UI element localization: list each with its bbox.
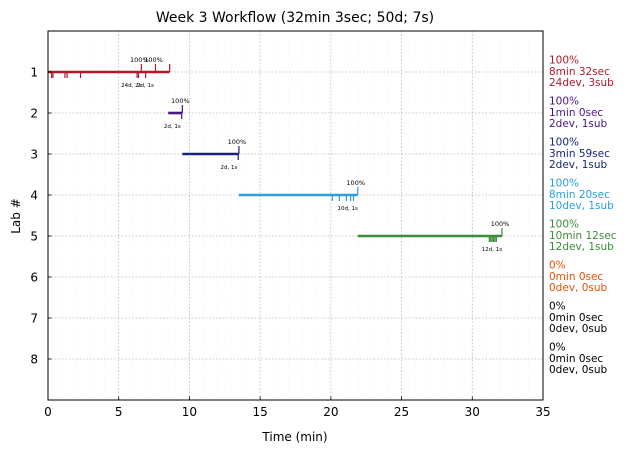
x-tick-label: 0 xyxy=(44,405,52,419)
lab-6-summary-line: 0dev, 0sub xyxy=(549,282,608,294)
lab-2-summary-line: 2dev, 1sub xyxy=(549,118,608,130)
lab-5-marker-percent-label: 100% xyxy=(491,220,510,228)
lab-4-marker-detail-label: 10d, 1s xyxy=(338,206,358,212)
lab-5-summary-line: 100% xyxy=(549,219,579,231)
y-tick-label: 7 xyxy=(30,312,38,326)
lab-2-marker-percent-label: 100% xyxy=(171,97,190,105)
lab-1-marker-detail-label: 2d, 1s xyxy=(137,83,154,89)
x-tick-label: 10 xyxy=(182,405,197,419)
lab-8-summary-line: 0% xyxy=(549,342,566,354)
lab-2-marker-detail-label: 2d, 1s xyxy=(164,124,181,130)
y-tick-label: 5 xyxy=(30,230,38,244)
lab-5-summary-line: 12dev, 1sub xyxy=(549,241,614,253)
y-tick-label: 3 xyxy=(30,148,38,162)
plot-frame xyxy=(47,30,544,401)
y-axis-label: Lab # xyxy=(9,198,23,234)
x-tick-label: 5 xyxy=(115,405,123,419)
lab-6-summary-line: 0% xyxy=(549,260,566,272)
y-tick-label: 2 xyxy=(30,107,38,121)
lab-4-summary-line: 8min 20sec xyxy=(549,189,610,201)
x-tick-label: 30 xyxy=(465,405,480,419)
lab-7-summary-line: 0min 0sec xyxy=(549,312,603,324)
chart-title: Week 3 Workflow (32min 3sec; 50d; 7s) xyxy=(156,10,434,26)
lab-1-marker-percent-label: 100% xyxy=(130,56,149,64)
axes-layer: 0 5 10 15 20 25 30 35 1 2 3 4 5 6 7 8 xyxy=(30,30,551,419)
x-tick-label: 15 xyxy=(253,405,268,419)
x-tick-label: 25 xyxy=(394,405,409,419)
y-tick-label: 8 xyxy=(30,353,38,367)
x-tick-label: 20 xyxy=(323,405,338,419)
lab-4-marker-percent-label: 100% xyxy=(346,179,365,187)
y-tick-label: 6 xyxy=(30,271,38,285)
x-axis-label: Time (min) xyxy=(261,430,327,444)
lab-5-marker-detail-label: 12d, 1s xyxy=(482,247,502,253)
lab-1-summary-line: 8min 32sec xyxy=(549,66,610,78)
data-layer: 100% 24d, 2s 100% 2d, 1s 100% 2d, 1s 100% 2d, 1… xyxy=(48,56,509,253)
y-tick-label: 4 xyxy=(30,189,38,203)
lab-1-summary-line: 24dev, 3sub xyxy=(549,77,614,89)
lab-3-marker-detail-label: 2d, 1s xyxy=(220,165,237,171)
lab-7-summary-line: 0dev, 0sub xyxy=(549,323,608,335)
lab-2-summary-line: 1min 0sec xyxy=(549,107,603,119)
lab-5-summary-line: 10min 12sec xyxy=(549,230,617,242)
lab-1-summary-line: 100% xyxy=(549,55,579,67)
lab-7-summary-line: 0% xyxy=(549,301,566,313)
lab-1-marker-percent-label: 100% xyxy=(144,56,163,64)
lab-8-summary-line: 0dev, 0sub xyxy=(549,364,608,376)
x-tick-label: 35 xyxy=(535,405,550,419)
lab-3-marker-percent-label: 100% xyxy=(228,138,247,146)
lab-3-summary-line: 2dev, 1sub xyxy=(549,159,608,171)
y-tick-label: 1 xyxy=(30,66,38,80)
lab-3-summary-line: 3min 59sec xyxy=(549,148,610,160)
lab-2-summary-line: 100% xyxy=(549,96,579,108)
lab-4-summary-line: 10dev, 1sub xyxy=(549,200,614,212)
lab-6-summary-line: 0min 0sec xyxy=(549,271,603,283)
lab-4-summary-line: 100% xyxy=(549,178,579,190)
lab-3-summary-line: 100% xyxy=(549,137,579,149)
lab-1-marker-detail-label: 24d, 2s xyxy=(121,83,141,89)
lab-8-summary-line: 0min 0sec xyxy=(549,353,603,365)
